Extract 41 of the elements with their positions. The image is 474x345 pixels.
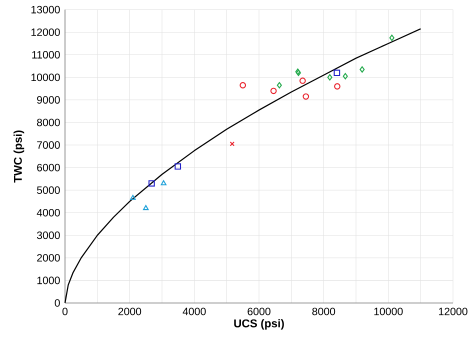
y-tick-label: 11000 (32, 51, 60, 59)
x-axis-title: UCS (psi) (234, 319, 284, 330)
y-tick-label: 5000 (36, 186, 60, 194)
point (327, 74, 332, 81)
y-tick-label: 9000 (37, 96, 60, 104)
line-series (64, 28, 422, 304)
point (160, 180, 166, 186)
y-tick-label: 10000 (31, 74, 60, 82)
y-tick-label: 2000 (37, 254, 60, 262)
y-axis-title: TWC (psi) (14, 130, 24, 183)
point (240, 82, 246, 88)
point (342, 73, 348, 80)
x-tick-label: 12000 (438, 308, 468, 316)
point (270, 88, 277, 94)
point (230, 141, 235, 146)
x-tick-label: 10000 (374, 308, 403, 316)
y-tick-label: 1000 (37, 276, 60, 284)
point (334, 70, 340, 76)
y-tick-label: 7000 (37, 141, 60, 149)
y-tick-label: 8000 (37, 118, 60, 126)
y-tick-label: 0 (54, 299, 60, 307)
y-tick-label: 12000 (31, 28, 60, 36)
point (174, 163, 182, 170)
point (130, 194, 136, 200)
point (299, 78, 306, 84)
point (142, 205, 149, 210)
x-tick-label: 0 (62, 308, 68, 316)
point (360, 66, 365, 73)
x-tick-label: 6000 (248, 308, 270, 316)
y-tick-label: 13000 (31, 6, 60, 14)
point (276, 82, 282, 88)
y-tick-label: 6000 (37, 164, 60, 172)
x-tick-label: 4000 (182, 308, 206, 316)
point (334, 83, 340, 90)
point (148, 180, 155, 187)
point (389, 34, 394, 42)
y-tick-label: 4000 (36, 208, 60, 217)
x-tick-label: 2000 (118, 308, 142, 316)
x-tick-label: 8000 (312, 308, 336, 316)
point (302, 93, 310, 100)
y-tick-label: 3000 (36, 232, 60, 240)
